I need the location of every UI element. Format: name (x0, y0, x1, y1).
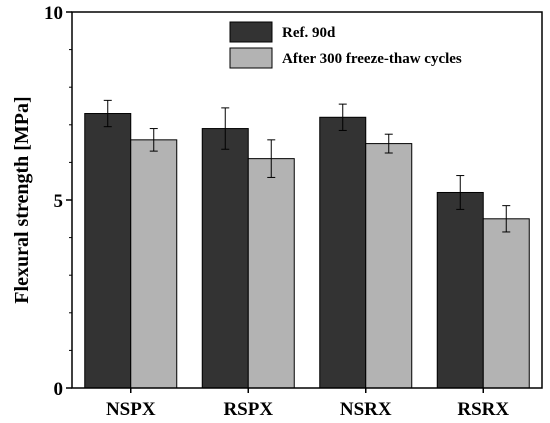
bar-rspx-series-1 (201, 128, 249, 389)
bar-nspx-series-1 (84, 113, 132, 389)
x-tick-label-rsrx: RSRX (457, 399, 509, 420)
legend-swatch-series-2 (229, 47, 273, 69)
bar-nspx-series-2 (130, 139, 178, 389)
axes-group: NSPX RSPX NSRX RSRX 0 5 10 (44, 3, 543, 420)
legend-swatch-series-1 (229, 21, 273, 43)
legend-label-series-1: Ref. 90d (282, 25, 336, 41)
error-bars-group (103, 99, 511, 233)
bar-nsrx-series-2 (365, 143, 413, 389)
x-tick-label-nspx: NSPX (106, 399, 156, 420)
bars-group (84, 113, 530, 389)
bar-rspx-series-2 (247, 158, 295, 389)
bar-rsrx-series-1 (436, 191, 484, 389)
y-tick-label-0: 0 (54, 379, 64, 400)
y-axis-label: Flexural strength [MPa] (11, 96, 33, 303)
x-tick-label-rspx: RSPX (223, 399, 273, 420)
y-tick-label-10: 10 (44, 3, 63, 24)
bar-rsrx-series-2 (482, 218, 530, 389)
y-tick-label-5: 5 (54, 191, 64, 212)
legend: Ref. 90d After 300 freeze-thaw cycles (229, 21, 462, 69)
legend-label-series-2: After 300 freeze-thaw cycles (282, 51, 462, 67)
x-tick-label-nsrx: NSRX (340, 399, 392, 420)
bar-nsrx-series-1 (319, 116, 367, 389)
